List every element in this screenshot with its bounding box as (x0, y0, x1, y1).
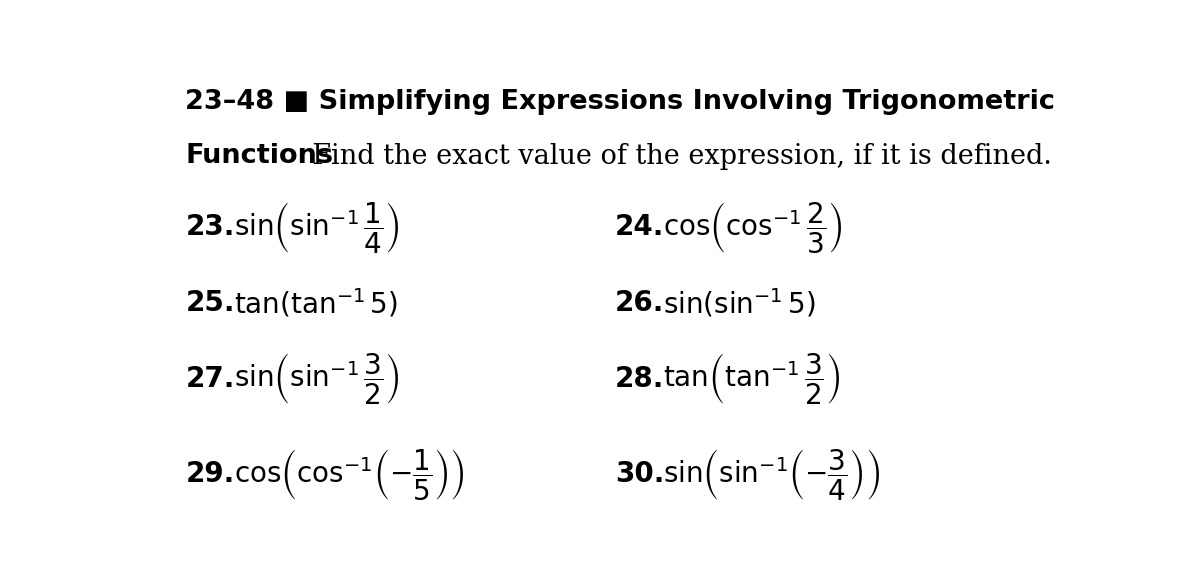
Text: $\sin\!\left(\sin^{-1}\dfrac{3}{2}\right)$: $\sin\!\left(\sin^{-1}\dfrac{3}{2}\right… (234, 351, 400, 406)
Text: 24.: 24. (616, 213, 665, 242)
Text: $\sin\!\left(\sin^{-1}\!\left(-\dfrac{3}{4}\right)\right)$: $\sin\!\left(\sin^{-1}\!\left(-\dfrac{3}… (664, 447, 881, 502)
Text: $\cos\!\left(\cos^{-1}\!\left(-\dfrac{1}{5}\right)\right)$: $\cos\!\left(\cos^{-1}\!\left(-\dfrac{1}… (234, 447, 464, 502)
Text: 30.: 30. (616, 460, 665, 488)
Text: 23–48 ■ Simplifying Expressions Involving Trigonometric: 23–48 ■ Simplifying Expressions Involvin… (185, 90, 1055, 116)
Text: 23.: 23. (185, 213, 235, 242)
Text: $\tan\!\left(\tan^{-1} 5\right)$: $\tan\!\left(\tan^{-1} 5\right)$ (234, 287, 397, 320)
Text: $\tan\!\left(\tan^{-1}\dfrac{3}{2}\right)$: $\tan\!\left(\tan^{-1}\dfrac{3}{2}\right… (664, 351, 840, 406)
Text: 28.: 28. (616, 365, 665, 392)
Text: Find the exact value of the expression, if it is defined.: Find the exact value of the expression, … (295, 143, 1052, 170)
Text: 27.: 27. (185, 365, 235, 392)
Text: Functions: Functions (185, 143, 334, 169)
Text: $\sin\!\left(\sin^{-1} 5\right)$: $\sin\!\left(\sin^{-1} 5\right)$ (664, 287, 816, 320)
Text: $\cos\!\left(\cos^{-1}\dfrac{2}{3}\right)$: $\cos\!\left(\cos^{-1}\dfrac{2}{3}\right… (664, 200, 844, 255)
Text: $\sin\!\left(\sin^{-1}\dfrac{1}{4}\right)$: $\sin\!\left(\sin^{-1}\dfrac{1}{4}\right… (234, 200, 400, 255)
Text: 26.: 26. (616, 289, 665, 317)
Text: 25.: 25. (185, 289, 235, 317)
Text: 29.: 29. (185, 460, 234, 488)
